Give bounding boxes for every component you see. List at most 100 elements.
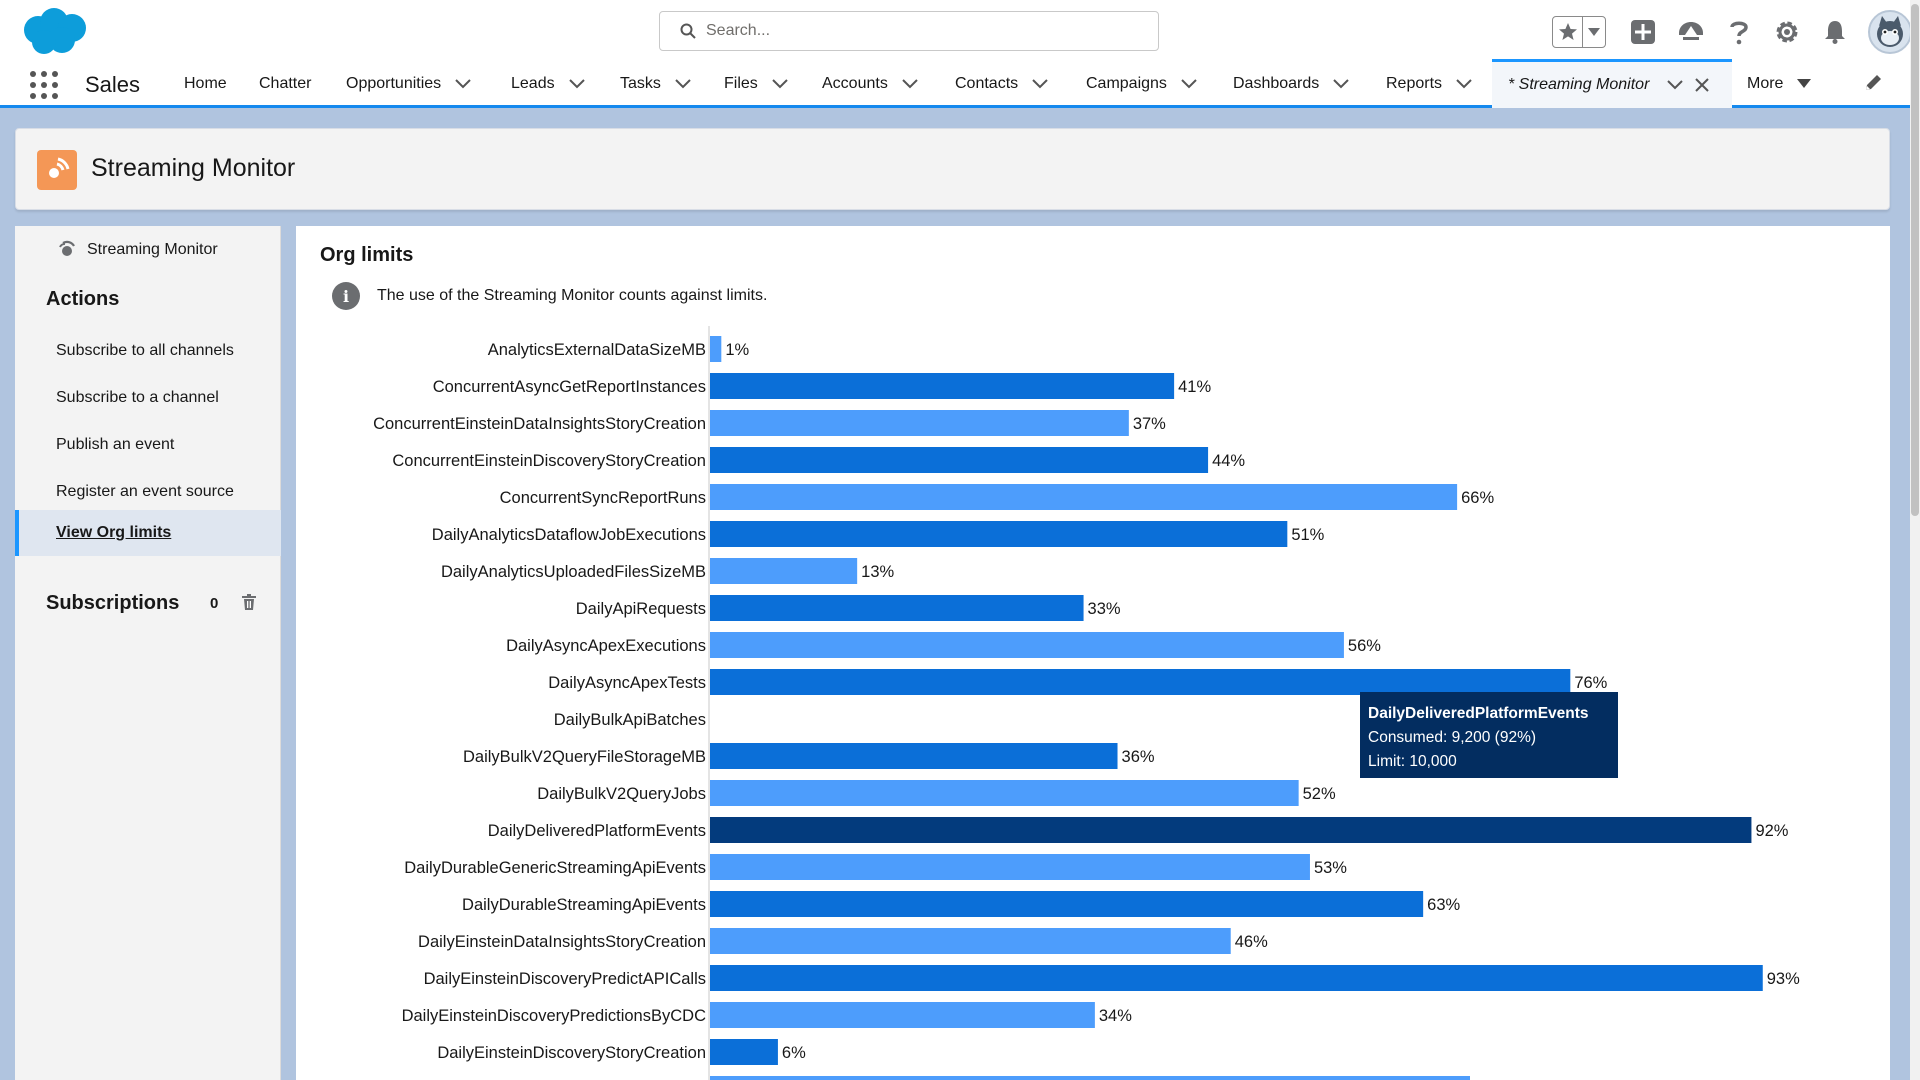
nav-item-reports[interactable]: Reports bbox=[1386, 62, 1472, 105]
chart-bar[interactable] bbox=[710, 780, 1299, 806]
chart-bar[interactable] bbox=[710, 558, 858, 584]
chart-bar[interactable] bbox=[710, 484, 1458, 510]
sidebar-home-link[interactable]: Streaming Monitor bbox=[57, 240, 218, 260]
chart-bar[interactable] bbox=[710, 743, 1118, 769]
scrollbar-thumb[interactable] bbox=[1911, 4, 1919, 516]
sidebar-item-publish-event[interactable]: Publish an event bbox=[15, 422, 281, 468]
search-input[interactable] bbox=[706, 22, 1106, 40]
chart-bar[interactable] bbox=[710, 1002, 1095, 1028]
chart-value-label: 63% bbox=[1427, 896, 1460, 914]
caret-down-icon[interactable] bbox=[1797, 79, 1812, 88]
close-icon[interactable] bbox=[1695, 78, 1710, 92]
sidebar-item-label: Publish an event bbox=[56, 436, 175, 453]
cloud-logo-icon[interactable] bbox=[18, 6, 92, 56]
chart-value-label: 37% bbox=[1133, 415, 1166, 433]
chart-category-label: ConcurrentSyncReportRuns bbox=[500, 489, 706, 507]
chart-bar[interactable] bbox=[710, 854, 1310, 880]
chart-bar[interactable] bbox=[710, 373, 1175, 399]
gear-icon[interactable] bbox=[1772, 17, 1802, 47]
chart-category-label: DailyAnalyticsDataflowJobExecutions bbox=[432, 526, 706, 544]
nav-item-opportunities[interactable]: Opportunities bbox=[346, 62, 471, 105]
chart-value-label: 46% bbox=[1235, 933, 1268, 951]
star-icon[interactable] bbox=[1553, 17, 1583, 47]
search-icon bbox=[680, 23, 696, 39]
global-search[interactable] bbox=[659, 11, 1159, 51]
sidebar-item-subscribe-all[interactable]: Subscribe to all channels bbox=[15, 328, 281, 374]
nav-item-label: Contacts bbox=[955, 74, 1019, 92]
chart-bar[interactable] bbox=[710, 1039, 778, 1065]
chevron-down-icon[interactable] bbox=[1456, 78, 1472, 89]
chart-bar[interactable] bbox=[710, 817, 1752, 843]
nav-item-files[interactable]: Files bbox=[724, 62, 788, 105]
chevron-down-icon[interactable] bbox=[1032, 78, 1048, 89]
sidebar-item-register-event-source[interactable]: Register an event source bbox=[15, 469, 281, 515]
chevron-down-icon[interactable] bbox=[1181, 78, 1197, 89]
chevron-down-icon[interactable] bbox=[1667, 80, 1684, 90]
chart-value-label: 52% bbox=[1303, 785, 1336, 803]
nav-item-label: Dashboards bbox=[1233, 74, 1320, 92]
chevron-down-icon[interactable] bbox=[902, 78, 918, 89]
chart-bar[interactable] bbox=[710, 447, 1209, 473]
chevron-down-icon[interactable] bbox=[455, 78, 471, 89]
nav-item-more[interactable]: More bbox=[1747, 62, 1812, 105]
chart-bar[interactable] bbox=[710, 669, 1571, 695]
nav-item-label: Accounts bbox=[822, 74, 888, 92]
chart-category-label: ConcurrentAsyncGetReportInstances bbox=[433, 378, 706, 396]
bell-icon[interactable] bbox=[1820, 17, 1850, 47]
favorites-group[interactable] bbox=[1552, 16, 1606, 48]
chart-value-label: 53% bbox=[1314, 859, 1347, 877]
nav-item-label: Reports bbox=[1386, 74, 1443, 92]
tab-streaming-monitor[interactable]: * Streaming Monitor bbox=[1492, 59, 1732, 108]
chart-bar[interactable] bbox=[710, 965, 1763, 991]
scrollbar-track[interactable] bbox=[1910, 0, 1920, 1080]
nav-item-dashboards[interactable]: Dashboards bbox=[1233, 62, 1349, 105]
chart-bar[interactable] bbox=[710, 410, 1129, 436]
chart-value-label: 56% bbox=[1348, 637, 1381, 655]
nav-item-contacts[interactable]: Contacts bbox=[955, 62, 1048, 105]
chart-category-label: DailyAsyncApexTests bbox=[548, 674, 706, 692]
chart-bar[interactable] bbox=[710, 595, 1084, 621]
chart-bar[interactable] bbox=[710, 521, 1288, 547]
chart-category-label: DailyDurableStreamingApiEvents bbox=[462, 896, 706, 914]
nav-bar: Sales Home Chatter Opportunities Leads T… bbox=[0, 59, 1910, 108]
plus-icon[interactable] bbox=[1628, 17, 1658, 47]
nav-item-home[interactable]: Home bbox=[184, 62, 227, 105]
nav-item-accounts[interactable]: Accounts bbox=[822, 62, 918, 105]
chevron-down-icon[interactable] bbox=[772, 78, 788, 89]
chart-bar[interactable] bbox=[710, 891, 1424, 917]
sidebar-item-view-org-limits[interactable]: View Org limits bbox=[15, 510, 281, 556]
page-title: Streaming Monitor bbox=[91, 154, 296, 182]
chart-value-label: 51% bbox=[1291, 526, 1324, 544]
chart-bar[interactable] bbox=[710, 1076, 1470, 1080]
trash-icon[interactable] bbox=[242, 594, 256, 615]
nav-item-label: More bbox=[1747, 74, 1784, 92]
app-launcher-icon[interactable] bbox=[30, 71, 58, 99]
nav-item-label: Home bbox=[184, 74, 227, 92]
chart-value-label: 34% bbox=[1099, 1007, 1132, 1025]
nav-item-chatter[interactable]: Chatter bbox=[259, 62, 311, 105]
nav-item-campaigns[interactable]: Campaigns bbox=[1086, 62, 1197, 105]
streaming-icon bbox=[57, 240, 77, 260]
subscriptions-heading: Subscriptions bbox=[46, 592, 180, 614]
chart-category-label: DailyEinsteinDiscoveryStoryCreation bbox=[437, 1044, 706, 1062]
sidebar-item-subscribe-channel[interactable]: Subscribe to a channel bbox=[15, 375, 281, 421]
chart-bar[interactable] bbox=[710, 336, 722, 362]
sidebar-item-label: Subscribe to a channel bbox=[56, 389, 219, 406]
chart-value-label: 66% bbox=[1461, 489, 1494, 507]
chevron-down-icon[interactable] bbox=[568, 78, 585, 89]
pencil-icon[interactable] bbox=[1864, 74, 1882, 97]
app-name: Sales bbox=[85, 72, 141, 97]
org-limits-chart: AnalyticsExternalDataSizeMB 1% ConcurrentA… bbox=[373, 326, 1800, 1080]
chevron-down-icon[interactable] bbox=[1583, 17, 1605, 47]
chart-category-label: DailyDurableGenericStreamingApiEvents bbox=[404, 859, 706, 877]
nav-item-leads[interactable]: Leads bbox=[511, 62, 585, 105]
chart-category-label: DailyBulkV2QueryFileStorageMB bbox=[463, 748, 706, 766]
nav-item-tasks[interactable]: Tasks bbox=[620, 62, 691, 105]
help-icon[interactable] bbox=[1724, 17, 1754, 47]
chevron-down-icon[interactable] bbox=[675, 78, 691, 89]
avatar[interactable] bbox=[1868, 10, 1912, 54]
chart-bar[interactable] bbox=[710, 928, 1231, 954]
chevron-down-icon[interactable] bbox=[1333, 78, 1349, 89]
chart-bar[interactable] bbox=[710, 632, 1344, 658]
trailhead-icon[interactable] bbox=[1676, 17, 1706, 47]
